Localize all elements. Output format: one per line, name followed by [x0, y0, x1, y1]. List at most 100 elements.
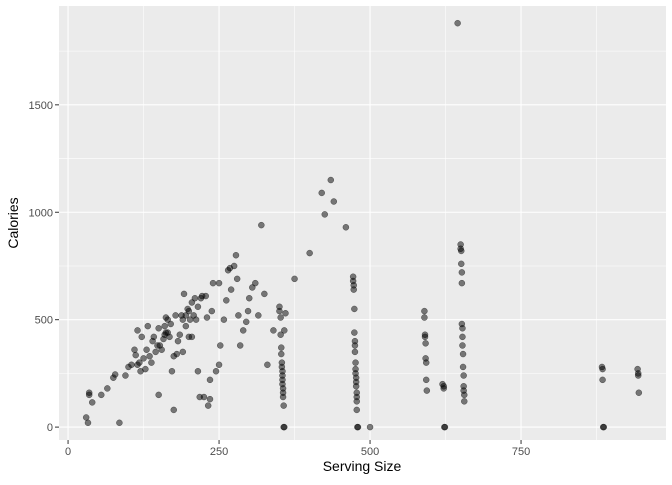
data-point [98, 391, 105, 399]
data-point [194, 303, 202, 311]
data-point [353, 398, 361, 405]
data-point [261, 290, 268, 298]
data-point [422, 376, 430, 384]
data-point [255, 312, 262, 319]
data-point [244, 307, 252, 315]
data-point [166, 333, 173, 341]
data-point [206, 376, 214, 384]
data-point [208, 307, 216, 315]
data-point [180, 290, 188, 298]
data-point [134, 327, 141, 334]
data-point [143, 346, 150, 354]
data-point [111, 371, 119, 378]
data-point [351, 305, 358, 313]
data-point [173, 350, 181, 358]
data-point [167, 320, 174, 328]
data-point [230, 262, 238, 270]
data-point [291, 275, 298, 283]
data-point [155, 391, 162, 399]
data-point [459, 363, 467, 371]
data-point [217, 342, 224, 349]
x-tick-label: 500 [361, 446, 379, 458]
data-point [150, 333, 158, 341]
data-point [278, 350, 285, 358]
data-point [148, 359, 155, 366]
data-point [138, 333, 145, 341]
data-point [351, 342, 359, 349]
data-point [342, 224, 350, 231]
data-point [276, 307, 283, 315]
data-point [440, 385, 447, 392]
data-point [170, 406, 178, 414]
data-points [82, 19, 643, 431]
data-point [122, 372, 129, 379]
data-point [188, 333, 196, 341]
x-tick-label: 0 [65, 446, 71, 458]
data-point [194, 367, 202, 375]
data-point [423, 387, 431, 394]
data-point [277, 331, 284, 338]
data-point [191, 294, 199, 302]
data-point [232, 251, 240, 259]
data-point [182, 322, 190, 330]
data-point [246, 294, 253, 302]
data-point [461, 398, 468, 405]
data-point [599, 365, 606, 373]
data-point [202, 292, 210, 300]
data-point [158, 346, 165, 354]
y-axis-ticks: 0 500 1000 1500 [29, 100, 59, 434]
data-point [104, 385, 111, 392]
data-point [264, 361, 271, 369]
data-point [200, 393, 208, 401]
data-point [458, 279, 466, 287]
data-point [252, 279, 259, 287]
data-point [354, 423, 362, 431]
data-point [270, 327, 277, 334]
data-point [215, 279, 223, 287]
data-point [277, 314, 284, 321]
data-point [459, 350, 467, 358]
data-point [223, 297, 230, 304]
data-point [459, 342, 466, 349]
data-point [634, 372, 642, 379]
data-point [330, 198, 338, 205]
data-point [441, 423, 449, 431]
data-point [281, 423, 288, 431]
x-tick-label: 250 [210, 446, 228, 458]
data-point [278, 344, 285, 351]
data-point [185, 307, 193, 315]
data-point [279, 393, 287, 401]
data-point [142, 365, 149, 373]
data-point [422, 340, 429, 347]
data-point [350, 286, 357, 293]
data-point [458, 247, 465, 255]
data-point [146, 352, 153, 360]
data-point [321, 211, 329, 218]
data-point [212, 367, 220, 375]
data-point [168, 367, 176, 375]
data-point [203, 314, 211, 321]
data-point [204, 402, 212, 409]
data-point [233, 275, 241, 283]
data-point [192, 316, 200, 323]
data-point [179, 348, 187, 356]
y-tick-label: 1000 [29, 207, 53, 219]
x-tick-label: 750 [512, 446, 530, 458]
data-point [128, 361, 135, 369]
data-point [600, 423, 608, 431]
data-point [242, 318, 250, 326]
data-point [152, 348, 159, 356]
data-point [144, 322, 152, 330]
data-point [236, 342, 244, 349]
y-tick-label: 0 [47, 422, 53, 434]
data-point [206, 395, 214, 403]
data-point [422, 359, 430, 366]
plot-panel [59, 6, 666, 440]
data-point [459, 325, 466, 332]
data-point [239, 327, 247, 334]
data-point [172, 312, 179, 319]
data-point [209, 279, 217, 287]
data-point [458, 269, 466, 276]
data-point [88, 399, 96, 406]
data-point [599, 376, 606, 384]
